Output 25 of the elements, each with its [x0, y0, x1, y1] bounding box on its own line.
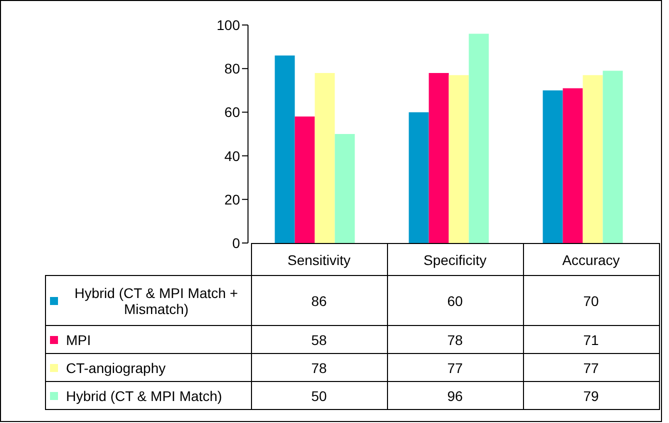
data-label: 58	[251, 326, 387, 354]
data-label: 78	[251, 354, 387, 382]
legend-label: Hybrid (CT & MPI Match + Mismatch)	[73, 284, 239, 316]
data-label: 50	[251, 382, 387, 410]
data-label: 96	[387, 382, 523, 410]
data-label: 86	[251, 276, 387, 326]
data-label: 78	[387, 326, 523, 354]
y-tick-label: 60	[224, 104, 240, 120]
data-label: 71	[523, 326, 659, 354]
y-tick-label: 80	[224, 60, 240, 77]
y-tick-label: 40	[224, 148, 240, 164]
legend-label: Hybrid (CT & MPI Match)	[66, 388, 222, 404]
x-tick-label: Accuracy	[523, 244, 659, 276]
y-tick-label: 0	[232, 234, 240, 251]
data-label: 77	[387, 354, 523, 382]
x-tick-label: Specificity	[387, 244, 523, 276]
data-label: 60	[387, 276, 523, 326]
data-label: 70	[523, 276, 659, 326]
y-tick-label: 100	[216, 16, 240, 33]
y-tick-label: 20	[224, 191, 240, 208]
data-label: 77	[523, 354, 659, 382]
legend-label: CT-angiography	[66, 360, 166, 376]
x-tick-label: Sensitivity	[251, 244, 387, 276]
data-label: 79	[523, 382, 659, 410]
legend-label: MPI	[66, 332, 91, 348]
